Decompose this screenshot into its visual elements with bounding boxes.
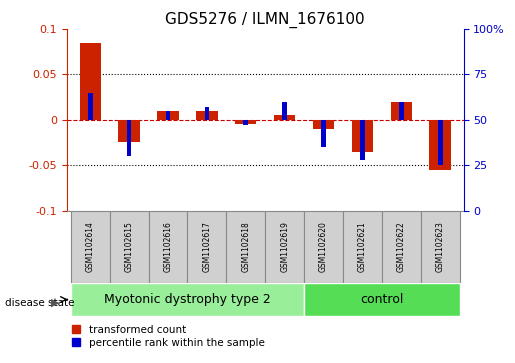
Bar: [118, 120, 140, 143]
Bar: [313, 120, 334, 129]
Bar: [204, 107, 209, 120]
Text: GSM1102621: GSM1102621: [358, 221, 367, 272]
Text: GSM1102622: GSM1102622: [397, 221, 406, 272]
Text: GSM1102619: GSM1102619: [280, 221, 289, 272]
Bar: [265, 211, 304, 283]
Bar: [166, 111, 170, 120]
Bar: [390, 102, 412, 120]
Bar: [158, 111, 179, 120]
Bar: [127, 120, 131, 156]
Bar: [343, 211, 382, 283]
Text: control: control: [360, 293, 404, 306]
Bar: [382, 211, 421, 283]
Text: GSM1102623: GSM1102623: [436, 221, 444, 272]
Bar: [282, 102, 287, 120]
Text: GSM1102616: GSM1102616: [164, 221, 173, 272]
Bar: [304, 283, 459, 316]
Text: GSM1102614: GSM1102614: [86, 221, 95, 272]
Bar: [244, 120, 248, 125]
Bar: [71, 211, 110, 283]
Bar: [80, 43, 101, 120]
Text: disease state: disease state: [5, 298, 75, 308]
Bar: [149, 211, 187, 283]
Text: GSM1102618: GSM1102618: [242, 221, 250, 272]
Bar: [274, 115, 296, 120]
Bar: [421, 211, 459, 283]
Bar: [196, 111, 218, 120]
Text: GSM1102620: GSM1102620: [319, 221, 328, 272]
Bar: [399, 102, 404, 120]
Title: GDS5276 / ILMN_1676100: GDS5276 / ILMN_1676100: [165, 12, 365, 28]
Bar: [360, 120, 365, 160]
Bar: [438, 120, 442, 165]
Bar: [71, 283, 304, 316]
Bar: [110, 211, 149, 283]
Bar: [227, 211, 265, 283]
Legend: transformed count, percentile rank within the sample: transformed count, percentile rank withi…: [72, 325, 265, 348]
Bar: [304, 211, 343, 283]
Text: GSM1102617: GSM1102617: [202, 221, 212, 272]
Bar: [352, 120, 373, 152]
Bar: [321, 120, 326, 147]
Text: GSM1102615: GSM1102615: [125, 221, 134, 272]
Bar: [235, 120, 256, 124]
Bar: [187, 211, 227, 283]
Text: ▶: ▶: [50, 298, 59, 308]
Bar: [88, 93, 93, 120]
Bar: [430, 120, 451, 170]
Text: Myotonic dystrophy type 2: Myotonic dystrophy type 2: [104, 293, 271, 306]
